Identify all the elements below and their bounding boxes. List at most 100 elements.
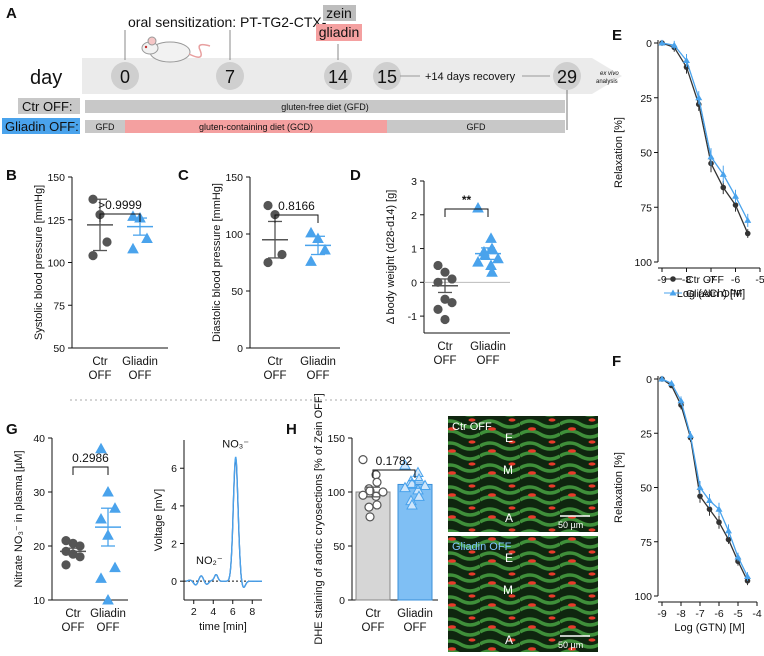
y-tick-label: 40 xyxy=(33,433,45,445)
y-tick-label: 6 xyxy=(171,463,177,475)
category-label: OFF xyxy=(97,622,120,634)
y-tick-label: 50 xyxy=(640,148,652,160)
gliadin-row-label: Gliadin OFF: xyxy=(5,119,79,134)
category-label: OFF xyxy=(434,355,457,367)
y-tick-label: 0 xyxy=(171,576,177,588)
y-tick-label: 0 xyxy=(339,595,345,607)
gcd-label: gluten-containing diet (GCD) xyxy=(199,122,313,132)
data-point xyxy=(744,230,751,237)
category-label: Gliadin xyxy=(122,356,158,368)
data-point xyxy=(88,251,98,261)
y-tick-label: 75 xyxy=(53,300,65,312)
data-point xyxy=(358,455,368,465)
gfd-long-label: gluten-free diet (GFD) xyxy=(281,102,369,112)
data-point xyxy=(492,252,504,264)
x-tick-label: -9 xyxy=(657,274,666,286)
x-axis-label: Log (GTN) [M] xyxy=(674,622,744,634)
y-tick-label: 75 xyxy=(640,537,652,549)
data-point xyxy=(413,490,425,501)
micrograph-gliadin-image xyxy=(448,536,598,652)
day-14: 14 xyxy=(328,67,348,87)
bar xyxy=(355,491,391,601)
data-point xyxy=(706,497,713,504)
data-point xyxy=(696,484,704,490)
data-point xyxy=(732,192,739,199)
y-tick-label: 50 xyxy=(640,483,652,495)
y-tick-label: 30 xyxy=(33,487,45,499)
legend-marker xyxy=(670,276,676,282)
panel-letter-h: H xyxy=(286,421,297,438)
data-point xyxy=(95,512,107,524)
y-tick-label: -1 xyxy=(408,311,417,323)
y-tick-label: 0 xyxy=(646,38,652,50)
data-point xyxy=(102,237,112,247)
day-15: 15 xyxy=(377,67,397,87)
chromatogram-trace xyxy=(185,456,262,589)
category-label: OFF xyxy=(362,622,385,634)
y-axis-label: DHE staining of aortic cryosections [% o… xyxy=(313,393,325,644)
x-tick-label: -6 xyxy=(714,608,723,620)
x-tick-label: 4 xyxy=(210,606,216,618)
day-29: 29 xyxy=(557,67,577,87)
x-tick-label: -6 xyxy=(731,274,740,286)
chart-f: 0 25 50 75 100 -9 -8 -7 -6 -5 -4 Log (GTN) [M] Relax… xyxy=(613,374,762,634)
micrograph-ctr-title: Ctr OFF xyxy=(452,421,492,433)
data-point xyxy=(440,314,450,325)
micrograph-label-m: M xyxy=(503,583,513,597)
micrograph-gliadin: Gliadin OFF E M A 50 µm xyxy=(448,536,598,652)
data-point xyxy=(670,41,678,48)
data-point xyxy=(668,379,675,386)
bar xyxy=(397,483,433,601)
data-point xyxy=(399,458,411,470)
data-point xyxy=(485,232,497,243)
data-point xyxy=(263,200,273,211)
gliadin-label-bg xyxy=(2,118,80,134)
data-point xyxy=(365,512,375,522)
data-point xyxy=(440,267,450,277)
micrograph-label-m: M xyxy=(503,463,513,477)
significance-bracket xyxy=(99,213,141,222)
chromatogram-trace xyxy=(185,458,262,589)
data-point xyxy=(715,505,723,512)
x-axis-label: time [min] xyxy=(199,621,247,633)
panel-letter-d: D xyxy=(350,167,361,184)
data-point xyxy=(744,572,751,579)
y-axis-label: Nitrate NO₃⁻ in plasma [µM] xyxy=(13,450,25,587)
data-point xyxy=(433,304,443,314)
category-label: OFF xyxy=(404,622,427,634)
zein-label: zein xyxy=(326,5,352,21)
x-tick-label: -4 xyxy=(752,608,761,620)
y-tick-label: 150 xyxy=(47,172,65,184)
category-label: OFF xyxy=(129,370,152,382)
y-tick-label: 100 xyxy=(225,229,243,241)
day-7: 7 xyxy=(225,67,235,87)
category-label: Ctr xyxy=(437,341,453,353)
chart-e: 0 25 50 75 100 -9 -8 -7 -6 -5 Log (ACh) [M] Relaxat… xyxy=(613,38,764,300)
y-tick-label: 100 xyxy=(634,591,652,603)
p-value-label: >0.9999 xyxy=(98,198,142,212)
chart-g: 10 20 30 40 Nitrate NO₃⁻ in plasma [µM] Ctr OF… xyxy=(13,433,128,634)
category-label: Gliadin xyxy=(397,608,433,620)
gliadin-box xyxy=(316,24,362,41)
x-tick-label: 6 xyxy=(230,606,236,618)
category-label: Ctr xyxy=(65,608,81,620)
micrograph-gliadin-title: Gliadin OFF xyxy=(452,541,512,553)
gcd-bar xyxy=(125,120,387,133)
data-point xyxy=(399,481,411,493)
recovery-label: +14 days recovery xyxy=(425,71,516,83)
day-0: 0 xyxy=(120,67,130,87)
analysis-label: analysis xyxy=(596,79,618,85)
y-tick-label: 0 xyxy=(646,374,652,386)
day-circle xyxy=(324,62,352,90)
x-tick-label: 2 xyxy=(191,606,197,618)
x-tick-label: -7 xyxy=(695,608,704,620)
data-point xyxy=(744,216,752,223)
x-tick-label: 8 xyxy=(249,606,255,618)
category-label: OFF xyxy=(264,370,287,382)
day-markers: 0 7 14 15 29 xyxy=(111,62,581,90)
micrograph-label-e: E xyxy=(505,431,513,445)
data-point xyxy=(658,39,666,46)
chart-d: -1 0 1 2 3 Δ body weight (d28-d14) [g] Ctr OFF G… xyxy=(385,176,510,367)
